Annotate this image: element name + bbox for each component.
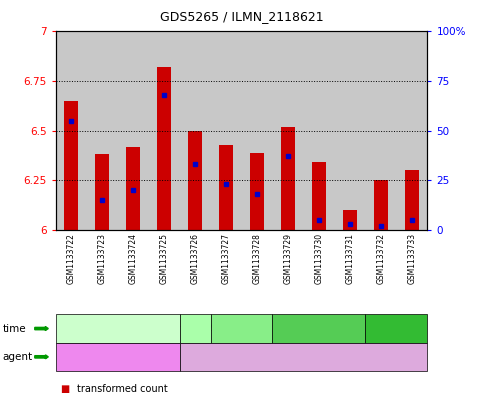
Bar — [157, 67, 171, 230]
Text: untreated control: untreated control — [78, 353, 157, 361]
Text: hour 48: hour 48 — [301, 324, 337, 333]
Bar — [303, 31, 334, 230]
Bar — [272, 31, 303, 230]
Text: mycophenolic acid: mycophenolic acid — [261, 353, 346, 361]
Bar — [149, 31, 180, 230]
Text: hour 0: hour 0 — [103, 324, 132, 333]
Bar — [126, 147, 140, 230]
Bar — [219, 145, 233, 230]
Text: GDS5265 / ILMN_2118621: GDS5265 / ILMN_2118621 — [160, 10, 323, 23]
Text: time: time — [2, 323, 26, 334]
Bar — [312, 162, 326, 230]
Text: hour 72: hour 72 — [379, 324, 414, 333]
Text: hour 12: hour 12 — [178, 324, 213, 333]
Bar — [242, 31, 272, 230]
Bar — [117, 31, 149, 230]
Bar — [95, 154, 109, 230]
Text: agent: agent — [2, 352, 32, 362]
Text: transformed count: transformed count — [77, 384, 168, 393]
Bar — [56, 31, 86, 230]
Bar — [64, 101, 78, 230]
Bar — [405, 171, 419, 230]
Bar — [188, 130, 202, 230]
Bar — [334, 31, 366, 230]
Bar — [211, 31, 242, 230]
Text: ■: ■ — [60, 384, 70, 393]
Bar — [343, 210, 357, 230]
Bar — [397, 31, 427, 230]
Bar — [281, 127, 295, 230]
Text: hour 24: hour 24 — [224, 324, 259, 333]
Bar — [374, 180, 388, 230]
Bar — [250, 152, 264, 230]
Bar — [366, 31, 397, 230]
Bar — [86, 31, 117, 230]
Bar — [180, 31, 211, 230]
